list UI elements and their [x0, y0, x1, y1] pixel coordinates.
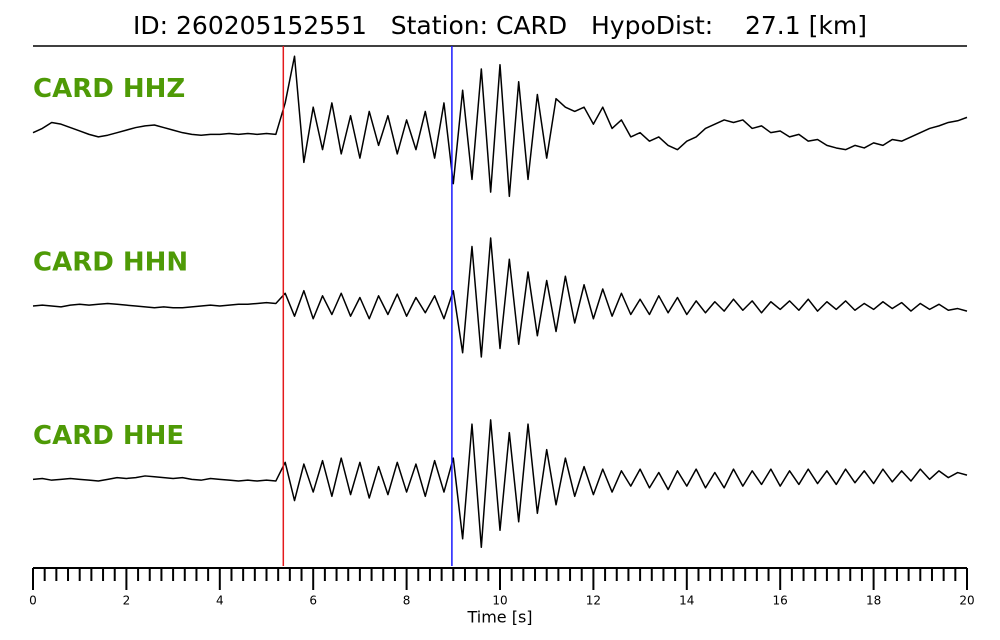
trace-label: CARD HHE — [33, 421, 184, 451]
x-axis-label: Time [s] — [466, 608, 532, 627]
x-tick-label: 2 — [123, 594, 131, 608]
x-tick-label: 20 — [959, 594, 974, 608]
chart-title: ID: 260205152551 Station: CARD HypoDist:… — [133, 11, 867, 40]
x-tick-label: 18 — [866, 594, 881, 608]
x-tick-label: 0 — [29, 594, 37, 608]
x-tick-label: 8 — [403, 594, 411, 608]
x-tick-label: 14 — [679, 594, 694, 608]
trace-label: CARD HHZ — [33, 74, 185, 104]
x-tick-label: 16 — [773, 594, 788, 608]
x-tick-label: 6 — [309, 594, 317, 608]
trace — [32, 419, 968, 549]
trace — [32, 237, 968, 358]
trace-label: CARD HHN — [33, 248, 188, 278]
x-tick-label: 10 — [492, 594, 507, 608]
x-tick-label: 4 — [216, 594, 224, 608]
x-tick-label: 12 — [586, 594, 601, 608]
trace — [32, 55, 968, 198]
